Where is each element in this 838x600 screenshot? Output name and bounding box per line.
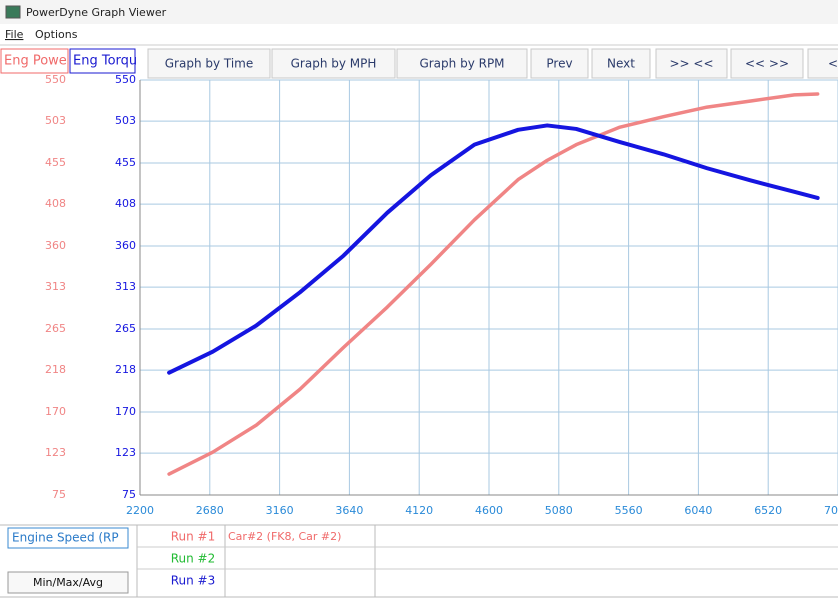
- data-line: [167, 92, 820, 476]
- y-tick-label: 123: [45, 446, 66, 459]
- x-tick-label: 5080: [545, 504, 573, 517]
- x-tick-label: 4600: [475, 504, 503, 517]
- x-tick-label: 3160: [266, 504, 294, 517]
- run-label[interactable]: Run #1: [171, 530, 216, 544]
- channel-box[interactable]: [0, 48, 69, 74]
- y-tick-label: 550: [45, 73, 66, 86]
- y-tick-label: 75: [52, 488, 66, 501]
- y-tick-label: 170: [45, 405, 66, 418]
- window-title: PowerDyne Graph Viewer: [26, 6, 167, 19]
- y2-tick-label: 218: [115, 363, 136, 376]
- y2-tick-label: 75: [122, 488, 136, 501]
- x-channel-box[interactable]: [7, 527, 129, 549]
- button-label: << >>: [745, 57, 789, 71]
- bottom-panel: Engine Speed (RP Min/Max/Avg Run #1 Car#2…: [0, 524, 838, 598]
- x-tick-label: 2680: [196, 504, 224, 517]
- app-icon: [5, 5, 21, 19]
- button-label: <<: [828, 57, 838, 71]
- y2-tick-label: 313: [115, 280, 136, 293]
- button-label: Graph by MPH: [291, 57, 377, 71]
- run-label[interactable]: Run #3: [171, 574, 216, 588]
- y-tick-label: 455: [45, 156, 66, 169]
- toolbar-button[interactable]: [271, 48, 396, 79]
- y-tick-label: 408: [45, 197, 66, 210]
- channel-label: Eng Powe: [4, 54, 67, 69]
- y-tick-label: 265: [45, 322, 66, 335]
- y-tick-label: 503: [45, 114, 66, 127]
- x-axis-label: Engine Speed (RP: [12, 531, 119, 545]
- y2-tick-label: 550: [115, 73, 136, 86]
- button-label: Next: [607, 57, 635, 71]
- y-tick-label: 218: [45, 363, 66, 376]
- run-description: Car#2 (FK8, Car #2): [228, 530, 341, 543]
- toolbar-button[interactable]: [591, 48, 651, 79]
- run-label[interactable]: Run #2: [171, 552, 216, 566]
- y2-tick-label: 265: [115, 322, 136, 335]
- chart: 2200 2680 3160 3640 4120 4600 5080 5560 6040 6520…: [45, 73, 838, 517]
- x-tick-label: 2200: [126, 504, 154, 517]
- y2-tick-label: 360: [115, 239, 136, 252]
- title-bar: [0, 0, 838, 24]
- channel-box[interactable]: [69, 48, 136, 74]
- y2-tick-label: 503: [115, 114, 136, 127]
- toolbar-button[interactable]: [730, 48, 804, 79]
- button-label: Graph by RPM: [419, 57, 504, 71]
- toolbar-button[interactable]: [147, 48, 271, 79]
- y-tick-label: 360: [45, 239, 66, 252]
- y-tick-label: 313: [45, 280, 66, 293]
- y2-tick-label: 123: [115, 446, 136, 459]
- channel-label: Eng Torqu: [73, 54, 137, 69]
- x-tick-label: 7000: [824, 504, 838, 517]
- x-tick-label: 5560: [615, 504, 643, 517]
- menu-item[interactable]: File: [5, 28, 24, 41]
- toolbar-button[interactable]: [655, 48, 728, 79]
- summary-label: Min/Max/Avg: [33, 576, 103, 589]
- button-label: Graph by Time: [165, 57, 254, 71]
- button-label: >> <<: [669, 57, 713, 71]
- x-tick-label: 4120: [405, 504, 433, 517]
- x-tick-label: 6040: [684, 504, 712, 517]
- summary-button[interactable]: [7, 571, 129, 594]
- button-label: Prev: [546, 57, 572, 71]
- y2-tick-label: 408: [115, 197, 136, 210]
- x-tick-label: 3640: [335, 504, 363, 517]
- toolbar: Graph by Time Graph by MPH Graph by RPM Pre…: [147, 48, 838, 79]
- menu-item[interactable]: Options: [35, 28, 78, 41]
- toolbar-button[interactable]: [807, 48, 838, 79]
- toolbar-button[interactable]: [530, 48, 589, 79]
- y2-tick-label: 455: [115, 156, 136, 169]
- toolbar-button[interactable]: [396, 48, 528, 79]
- y2-tick-label: 170: [115, 405, 136, 418]
- data-line: [167, 123, 820, 375]
- x-tick-label: 6520: [754, 504, 782, 517]
